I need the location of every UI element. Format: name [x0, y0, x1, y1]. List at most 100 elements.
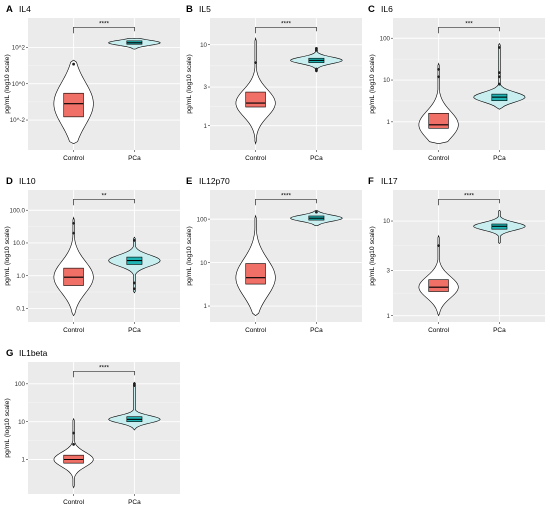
panel-title: IL6 — [381, 4, 393, 14]
significance-label: **** — [464, 193, 475, 200]
outlier-point — [437, 67, 440, 71]
y-tick-label: 1.0 — [16, 273, 25, 280]
x-category-label: PCa — [128, 499, 141, 506]
pca-violin — [108, 236, 161, 294]
significance-bracket — [73, 198, 135, 206]
plot-background — [210, 190, 362, 322]
x-category-label: Control — [63, 499, 85, 506]
x-category-label: Control — [63, 327, 85, 334]
control-box — [245, 91, 266, 108]
outlier-point — [72, 62, 75, 66]
y-tick-label: 10 — [383, 218, 390, 225]
x-category-label: Control — [245, 327, 267, 334]
y-tick-label: 0.1 — [16, 306, 25, 313]
control-box — [245, 263, 266, 285]
outlier-point — [315, 48, 318, 52]
outlier-point — [498, 46, 501, 49]
y-tick-label: 10 — [200, 42, 207, 49]
outlier-point — [437, 75, 440, 79]
plot-background — [28, 362, 180, 494]
significance-label: *** — [465, 21, 473, 28]
outlier-point — [498, 82, 501, 86]
significance-bracket — [73, 370, 135, 378]
x-category-label: PCa — [310, 327, 323, 334]
panel-title: IL10 — [19, 176, 36, 186]
panel-title: IL1beta — [19, 348, 48, 358]
outlier-point — [133, 287, 136, 291]
outlier-point — [133, 382, 136, 386]
y-tick-label: 10^0 — [12, 81, 26, 88]
y-tick-label: 3 — [204, 84, 208, 91]
y-tick-label: 1 — [387, 313, 391, 320]
outlier-point — [315, 210, 318, 214]
outlier-point — [315, 67, 318, 71]
pca-violin — [108, 381, 161, 431]
y-tick-label: 1 — [204, 123, 208, 130]
y-tick-label: 100 — [197, 216, 208, 223]
outlier-point — [72, 231, 75, 235]
plot-background — [393, 190, 545, 322]
control-box — [428, 279, 449, 292]
significance-label: **** — [99, 21, 110, 28]
x-category-label: Control — [63, 155, 85, 162]
y-tick-label: 10^2 — [12, 45, 26, 52]
panel-letter: E — [186, 176, 192, 187]
outlier-point — [72, 221, 75, 225]
panel-title: IL17 — [381, 176, 398, 186]
x-category-label: Control — [428, 327, 450, 334]
y-axis-label: pg/mL (log10 scale) — [186, 54, 193, 113]
control-violin — [418, 234, 459, 317]
control-box — [428, 112, 449, 129]
outlier-point — [498, 75, 501, 79]
outlier-point — [72, 443, 75, 446]
plot-background — [210, 18, 362, 150]
y-tick-label: 1 — [204, 303, 208, 310]
y-tick-label: 100.0 — [10, 207, 26, 214]
y-axis-label: pg/mL (log10 scale) — [369, 54, 376, 113]
panel-letter: A — [6, 4, 13, 15]
panel-letter: C — [368, 4, 375, 15]
y-tick-label: 10^-2 — [10, 117, 26, 124]
panel-title: IL12p70 — [199, 176, 230, 186]
control-box — [63, 92, 84, 118]
significance-bracket — [438, 26, 500, 34]
y-tick-label: 100 — [15, 381, 26, 388]
outlier-point — [315, 46, 318, 50]
panel-f: F IL17 1 3 10 pg/mL (log10 scale) Control PCa **… — [368, 176, 545, 334]
panel-letter: F — [368, 176, 374, 187]
outlier-point — [72, 431, 75, 435]
y-tick-label: 1 — [387, 119, 391, 126]
y-axis-label: pg/mL (log10 scale) — [4, 226, 11, 285]
y-axis-label: pg/mL (log10 scale) — [186, 226, 193, 285]
y-tick-label: 10 — [200, 260, 207, 267]
x-category-label: PCa — [493, 155, 506, 162]
y-tick-label: 10 — [383, 77, 390, 84]
panel-a: A IL4 10^-2 10^0 10^2pg/mL (log10 scale) Cont… — [4, 4, 180, 162]
control-violin — [53, 417, 94, 489]
outlier-point — [498, 71, 501, 75]
y-tick-label: 10 — [18, 419, 25, 426]
x-category-label: Control — [245, 155, 267, 162]
y-axis-label: pg/mL (log10 scale) — [369, 226, 376, 285]
significance-bracket — [438, 198, 500, 206]
plot-background — [28, 190, 180, 322]
panel-title: IL4 — [19, 4, 31, 14]
x-category-label: Control — [428, 155, 450, 162]
plot-background — [393, 18, 545, 150]
significance-label: **** — [99, 365, 110, 372]
significance-label: **** — [281, 21, 292, 28]
y-axis-label: pg/mL (log10 scale) — [4, 54, 11, 113]
panel-g: G IL1beta 1 10 100 pg/mL (log10 scale) Control… — [4, 348, 180, 506]
control-violin — [53, 216, 94, 317]
significance-bracket — [255, 26, 317, 34]
control-violin — [235, 37, 276, 145]
outlier-point — [437, 244, 440, 248]
y-tick-label: 10.0 — [13, 240, 26, 247]
y-tick-label: 1 — [22, 457, 26, 464]
panel-b: B IL5 1 3 10 pg/mL (log10 scale) Control PCa ***… — [186, 4, 362, 162]
significance-bracket — [255, 198, 317, 206]
outlier-point — [133, 238, 136, 242]
x-category-label: PCa — [128, 327, 141, 334]
significance-label: **** — [281, 193, 292, 200]
